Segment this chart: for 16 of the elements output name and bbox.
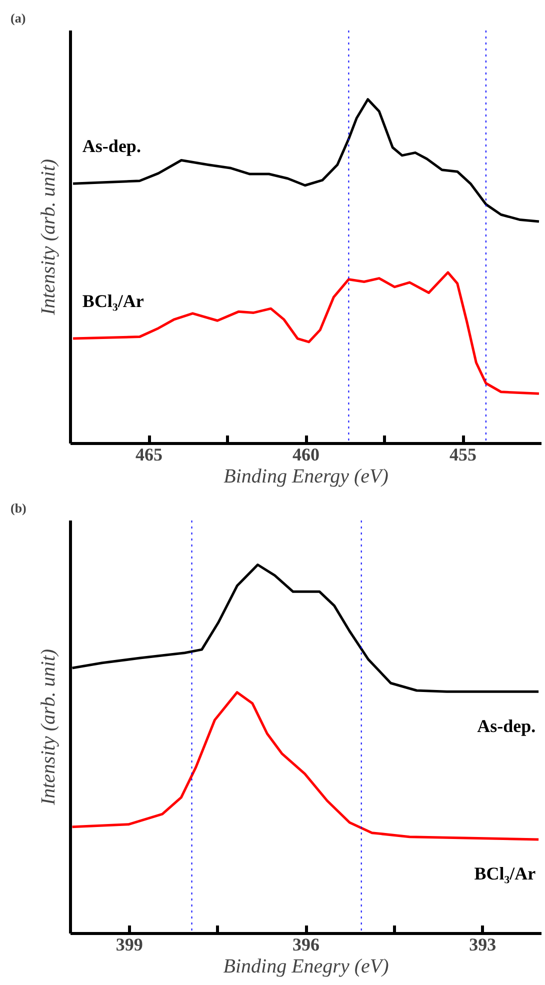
series-label: As-dep.: [477, 716, 536, 736]
x-tick-label: 455: [450, 444, 476, 464]
chart-title: (b): [10, 500, 26, 516]
x-tick-label: 460: [292, 444, 320, 464]
series-label: BCl₃/Ar: [82, 290, 144, 311]
x-tick-label: 399: [116, 934, 143, 954]
y-axis-title: Intensity (arb. unit): [38, 648, 60, 806]
series-label: BCl₃/Ar: [474, 864, 536, 884]
y-axis-title: Intensity (arb. unit): [38, 158, 60, 316]
x-axis-title: Binding Energy (eV): [224, 466, 389, 488]
x-axis-title: Binding Enegry (eV): [223, 956, 390, 978]
x-tick-label: 396: [292, 934, 320, 954]
x-tick-label: 393: [469, 934, 496, 954]
x-tick-label: 465: [136, 444, 162, 464]
series-label: As-dep.: [82, 136, 141, 156]
chart-title: (a): [10, 10, 26, 26]
